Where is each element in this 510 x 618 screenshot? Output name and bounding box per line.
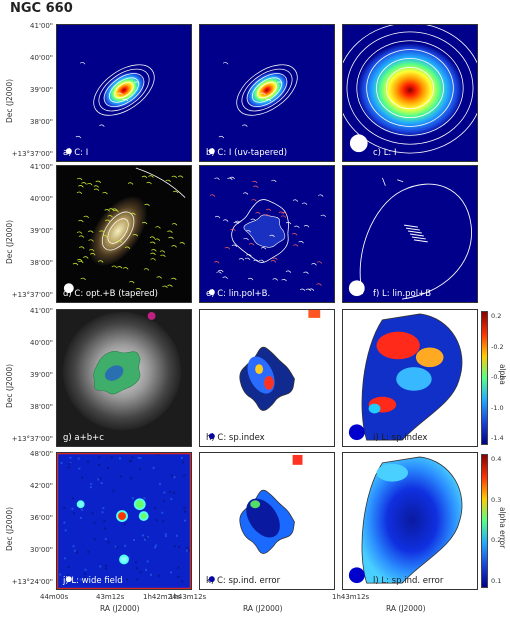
y-axis-label: Dec (J2000) xyxy=(5,219,14,264)
panel-f: f) L: lin.pol+B xyxy=(342,165,478,303)
y-tick: 40'00" xyxy=(30,339,53,347)
y-tick: 41'00" xyxy=(30,22,53,30)
panel-k: k) C: sp.ind. error xyxy=(199,452,335,590)
y-tick: 40'00" xyxy=(30,195,53,203)
y-tick: +13°37'00" xyxy=(11,435,53,443)
y-axis-label: Dec (J2000) xyxy=(5,78,14,123)
x-axis-label: RA (J2000) xyxy=(243,604,283,613)
y-tick: 38'00" xyxy=(30,118,53,126)
panel-c: c) L: I xyxy=(342,24,478,162)
colorbar-tick: -0.2 xyxy=(491,342,504,351)
panel-label-d: d) C: opt.+B (tapered) xyxy=(63,289,158,299)
y-tick: 39'00" xyxy=(30,371,53,379)
colorbar-tick: -1.0 xyxy=(491,403,504,412)
y-tick: 36'00" xyxy=(30,514,53,522)
y-tick: +13°37'00" xyxy=(11,150,53,158)
x-axis-label: RA (J2000) xyxy=(100,604,140,613)
y-tick: 38'00" xyxy=(30,259,53,267)
y-axis-label: Dec (J2000) xyxy=(5,506,14,551)
panel-j: j) L: wide field xyxy=(56,452,192,590)
y-tick: 39'00" xyxy=(30,86,53,94)
panel-map-b xyxy=(200,25,334,161)
panel-d: d) C: opt.+B (tapered) xyxy=(56,165,192,303)
panel-b: b) C: I (uv-tapered) xyxy=(199,24,335,162)
y-tick: 48'00" xyxy=(30,450,53,458)
colorbar-tick: 0.4 xyxy=(491,455,502,463)
panel-label-l: l) L: sp.ind. error xyxy=(373,576,444,586)
y-tick: +13°24'00" xyxy=(11,578,53,586)
y-tick: 39'00" xyxy=(30,227,53,235)
colorbar xyxy=(481,454,488,588)
panel-l: l) L: sp.ind. error xyxy=(342,452,478,590)
panel-label-b: b) C: I (uv-tapered) xyxy=(206,148,288,158)
panel-label-e: e) C: lin.pol+B. xyxy=(206,289,271,299)
colorbar-label: alpha error xyxy=(498,507,507,549)
x-axis-label: RA (J2000) xyxy=(386,604,426,613)
colorbar-tick: 0.2 xyxy=(491,536,502,545)
x-tick: 1h42m24s xyxy=(143,593,181,601)
x-tick: 43m12s xyxy=(96,593,125,601)
panel-g: g) a+b+c xyxy=(56,309,192,447)
panel-label-h: h) C: sp.index xyxy=(206,433,265,443)
panel-label-g: g) a+b+c xyxy=(63,433,104,443)
y-axis-label: Dec (J2000) xyxy=(5,363,14,408)
panel-map-i xyxy=(343,310,477,446)
x-tick: 1h43m12s xyxy=(169,593,207,601)
colorbar-tick: 0.1 xyxy=(491,577,502,585)
panel-e: e) C: lin.pol+B. xyxy=(199,165,335,303)
panel-map-e xyxy=(200,166,334,302)
y-tick: 41'00" xyxy=(30,163,53,171)
colorbar xyxy=(481,311,488,445)
panel-map-j xyxy=(57,453,191,589)
panel-label-i: i) L: sp.index xyxy=(373,433,428,443)
y-tick: +13°37'00" xyxy=(11,291,53,299)
y-tick: 30'00" xyxy=(30,546,53,554)
panel-label-k: k) C: sp.ind. error xyxy=(206,576,281,586)
colorbar-tick: 0.3 xyxy=(491,495,502,504)
colorbar-tick: -0.6 xyxy=(491,373,504,381)
panel-label-a: a) C: I xyxy=(63,148,89,158)
panel-map-g xyxy=(57,310,191,446)
panel-label-f: f) L: lin.pol+B xyxy=(373,289,432,299)
panel-map-d xyxy=(57,166,191,302)
y-tick: 42'00" xyxy=(30,482,53,490)
panel-map-l xyxy=(343,453,477,589)
panel-map-c xyxy=(343,25,477,161)
x-tick: 1h43m12s xyxy=(332,593,370,601)
colorbar-tick: 0.2 xyxy=(491,312,502,320)
colorbar-label: alpha xyxy=(498,364,507,385)
panel-map-f xyxy=(343,166,477,302)
y-tick: 38'00" xyxy=(30,403,53,411)
panel-h: h) C: sp.index xyxy=(199,309,335,447)
panel-a: a) C: I xyxy=(56,24,192,162)
panel-map-h xyxy=(200,310,334,446)
panel-map-k xyxy=(200,453,334,589)
figure-title: NGC 660 xyxy=(10,1,73,16)
panel-label-c: c) L: I xyxy=(373,148,397,158)
colorbar-tick: -1.4 xyxy=(491,434,504,442)
y-tick: 41'00" xyxy=(30,307,53,315)
panel-i: i) L: sp.index xyxy=(342,309,478,447)
y-tick: 40'00" xyxy=(30,54,53,62)
x-tick: 44m00s xyxy=(40,593,69,601)
panel-map-a xyxy=(57,25,191,161)
panel-label-j: j) L: wide field xyxy=(63,576,123,586)
